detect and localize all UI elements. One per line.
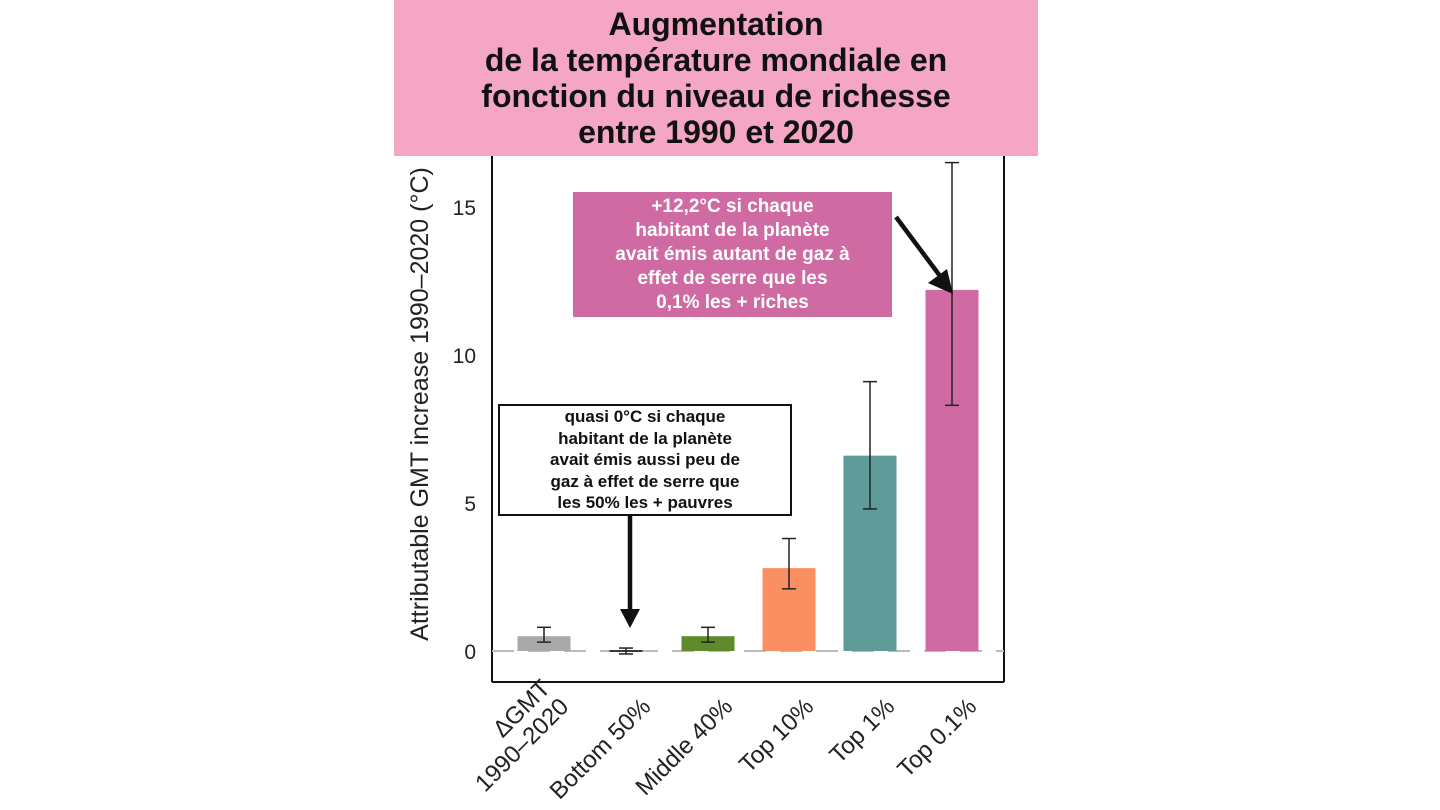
title-line-3: fonction du niveau de richesse: [481, 78, 951, 114]
bars: [517, 289, 979, 652]
title-line-1: Augmentation: [608, 6, 824, 42]
callout-rich-line-2: habitant de la planète: [635, 219, 830, 241]
callout-rich-line-3: avait émis autant de gaz à: [615, 243, 850, 265]
callout-poor-line-4: gaz à effet de serre que: [550, 471, 740, 491]
callout-richest: +12,2°C si chaque habitant de la planète…: [573, 192, 892, 317]
axes: [491, 156, 1005, 683]
arrow-poor-head: [620, 609, 640, 628]
y-tick-label: 0: [464, 641, 476, 664]
callout-poor-line-2: habitant de la planète: [558, 428, 732, 448]
callout-poorest: quasi 0°C si chaque habitant de la planè…: [498, 404, 792, 516]
title-line-2: de la température mondiale en: [484, 42, 948, 78]
y-tick-label: 15: [453, 197, 476, 220]
callout-poor-line-1: quasi 0°C si chaque: [564, 407, 726, 427]
y-tick-label: 5: [464, 493, 476, 516]
arrow-rich-shaft: [894, 215, 945, 282]
y-ticks: 0 5 10 15: [453, 197, 476, 664]
x-tick-label: Top 1%: [825, 693, 901, 769]
callout-poor-line-5: les 50% les + pauvres: [557, 493, 733, 513]
y-axis-label: Attributable GMT increase 1990–2020 (°C): [406, 167, 434, 641]
y-tick-label: 10: [453, 345, 476, 368]
callout-rich-line-1: +12,2°C si chaque: [651, 195, 814, 217]
callout-rich-line-5: 0,1% les + riches: [656, 291, 809, 313]
arrow-rich-head: [928, 269, 953, 294]
callout-rich-line-4: effet de serre que les: [637, 267, 828, 289]
callout-poor-line-3: avait émis aussi peu de: [550, 450, 740, 470]
bar: [681, 636, 735, 651]
error-bars: [537, 161, 959, 655]
x-tick-label: Top 10%: [734, 693, 819, 778]
title-line-4: entre 1990 et 2020: [578, 114, 854, 150]
title-banner: Augmentation de la température mondiale …: [394, 0, 1038, 156]
annotation-arrows: [620, 215, 953, 628]
x-tick-label: Top 0.1%: [892, 693, 982, 783]
bar: [517, 636, 571, 651]
